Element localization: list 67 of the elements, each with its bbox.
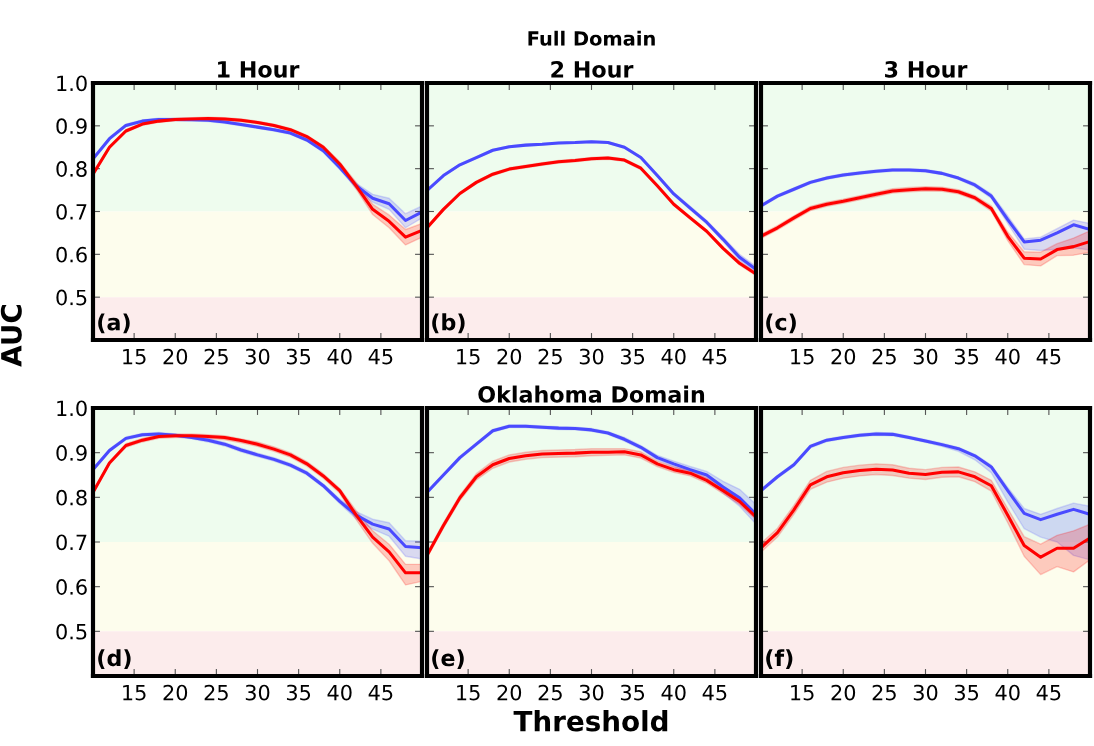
x-tick-label: 30 (579, 684, 604, 701)
y-tick-label: 0.9 (56, 118, 87, 135)
x-tick-label: 20 (497, 348, 522, 365)
x-tick-label: 25 (538, 684, 562, 701)
y-tick-label: 0.8 (56, 161, 87, 177)
x-tick-label: 45 (1036, 348, 1061, 365)
y-tick-label: 1.0 (57, 400, 87, 417)
x-tick-label: 15 (457, 348, 480, 365)
chart-title: 1 Hour (218, 61, 300, 78)
x-tick-label: 40 (327, 348, 352, 365)
x-tick-label: 30 (913, 684, 938, 701)
x-tick-label: 40 (661, 684, 686, 701)
x-tick-label: 45 (1036, 684, 1061, 701)
x-tick-label: 35 (620, 348, 645, 365)
x-tick-label: 30 (579, 348, 604, 365)
x-tick-label: 20 (163, 348, 188, 365)
x-tick-label: 30 (913, 348, 938, 365)
y-tick-label: 0.5 (56, 623, 87, 640)
annotation: (e) (432, 649, 464, 669)
x-tick-label: 25 (204, 348, 228, 365)
chart-title: Oklahoma Domain (478, 385, 705, 403)
x-tick-label: 30 (245, 348, 270, 365)
x-tick-label: 35 (620, 684, 645, 701)
x-tick-label: 30 (245, 684, 270, 701)
x-tick-label: 25 (204, 684, 228, 701)
y-tick-label: 1.0 (57, 75, 87, 92)
x-tick-label: 35 (286, 348, 311, 365)
y-tick-label: 0.6 (56, 246, 87, 263)
y-tick-label: 0.6 (56, 579, 87, 595)
x-tick-label: 15 (123, 348, 146, 365)
x-tick-label: 40 (661, 348, 686, 365)
x-axis-title: Threshold (513, 710, 668, 732)
y-axis-title: AUC (0, 304, 22, 367)
x-tick-label: 40 (327, 684, 352, 701)
x-tick-label: 40 (995, 348, 1020, 365)
x-tick-label: 45 (368, 348, 393, 365)
x-tick-label: 25 (872, 348, 896, 365)
x-tick-label: 25 (538, 348, 562, 365)
x-tick-label: 20 (831, 684, 856, 701)
x-tick-label: 20 (831, 348, 856, 365)
x-tick-label: 35 (954, 684, 979, 701)
x-tick-label: 20 (163, 684, 188, 701)
x-tick-label: 15 (791, 348, 814, 365)
x-tick-label: 45 (702, 348, 727, 365)
chart-title: 3 Hour (885, 60, 968, 78)
x-tick-label: 25 (872, 684, 896, 701)
annotation: (a) (98, 313, 130, 334)
x-tick-label: 15 (123, 684, 146, 701)
y-tick-label: 0.7 (56, 203, 87, 220)
x-tick-label: 15 (791, 684, 814, 701)
x-tick-label: 15 (457, 684, 480, 701)
annotation: (f) (766, 649, 793, 669)
y-tick-label: 0.8 (56, 489, 87, 506)
annotation: (b) (432, 313, 465, 334)
y-tick-label: 0.5 (56, 289, 87, 306)
x-tick-label: 35 (286, 684, 311, 701)
x-tick-label: 40 (995, 684, 1020, 701)
chart-subtitle: Full Domain (528, 30, 655, 46)
annotation: (d) (98, 649, 131, 669)
y-tick-label: 0.9 (56, 445, 87, 461)
y-tick-label: 0.7 (56, 534, 87, 551)
x-tick-label: 45 (702, 684, 727, 701)
x-tick-label: 45 (368, 684, 393, 701)
x-tick-label: 20 (497, 684, 522, 701)
annotation: (c) (766, 313, 796, 334)
chart-title: 2 Hour (551, 60, 634, 78)
x-tick-label: 35 (954, 348, 979, 365)
